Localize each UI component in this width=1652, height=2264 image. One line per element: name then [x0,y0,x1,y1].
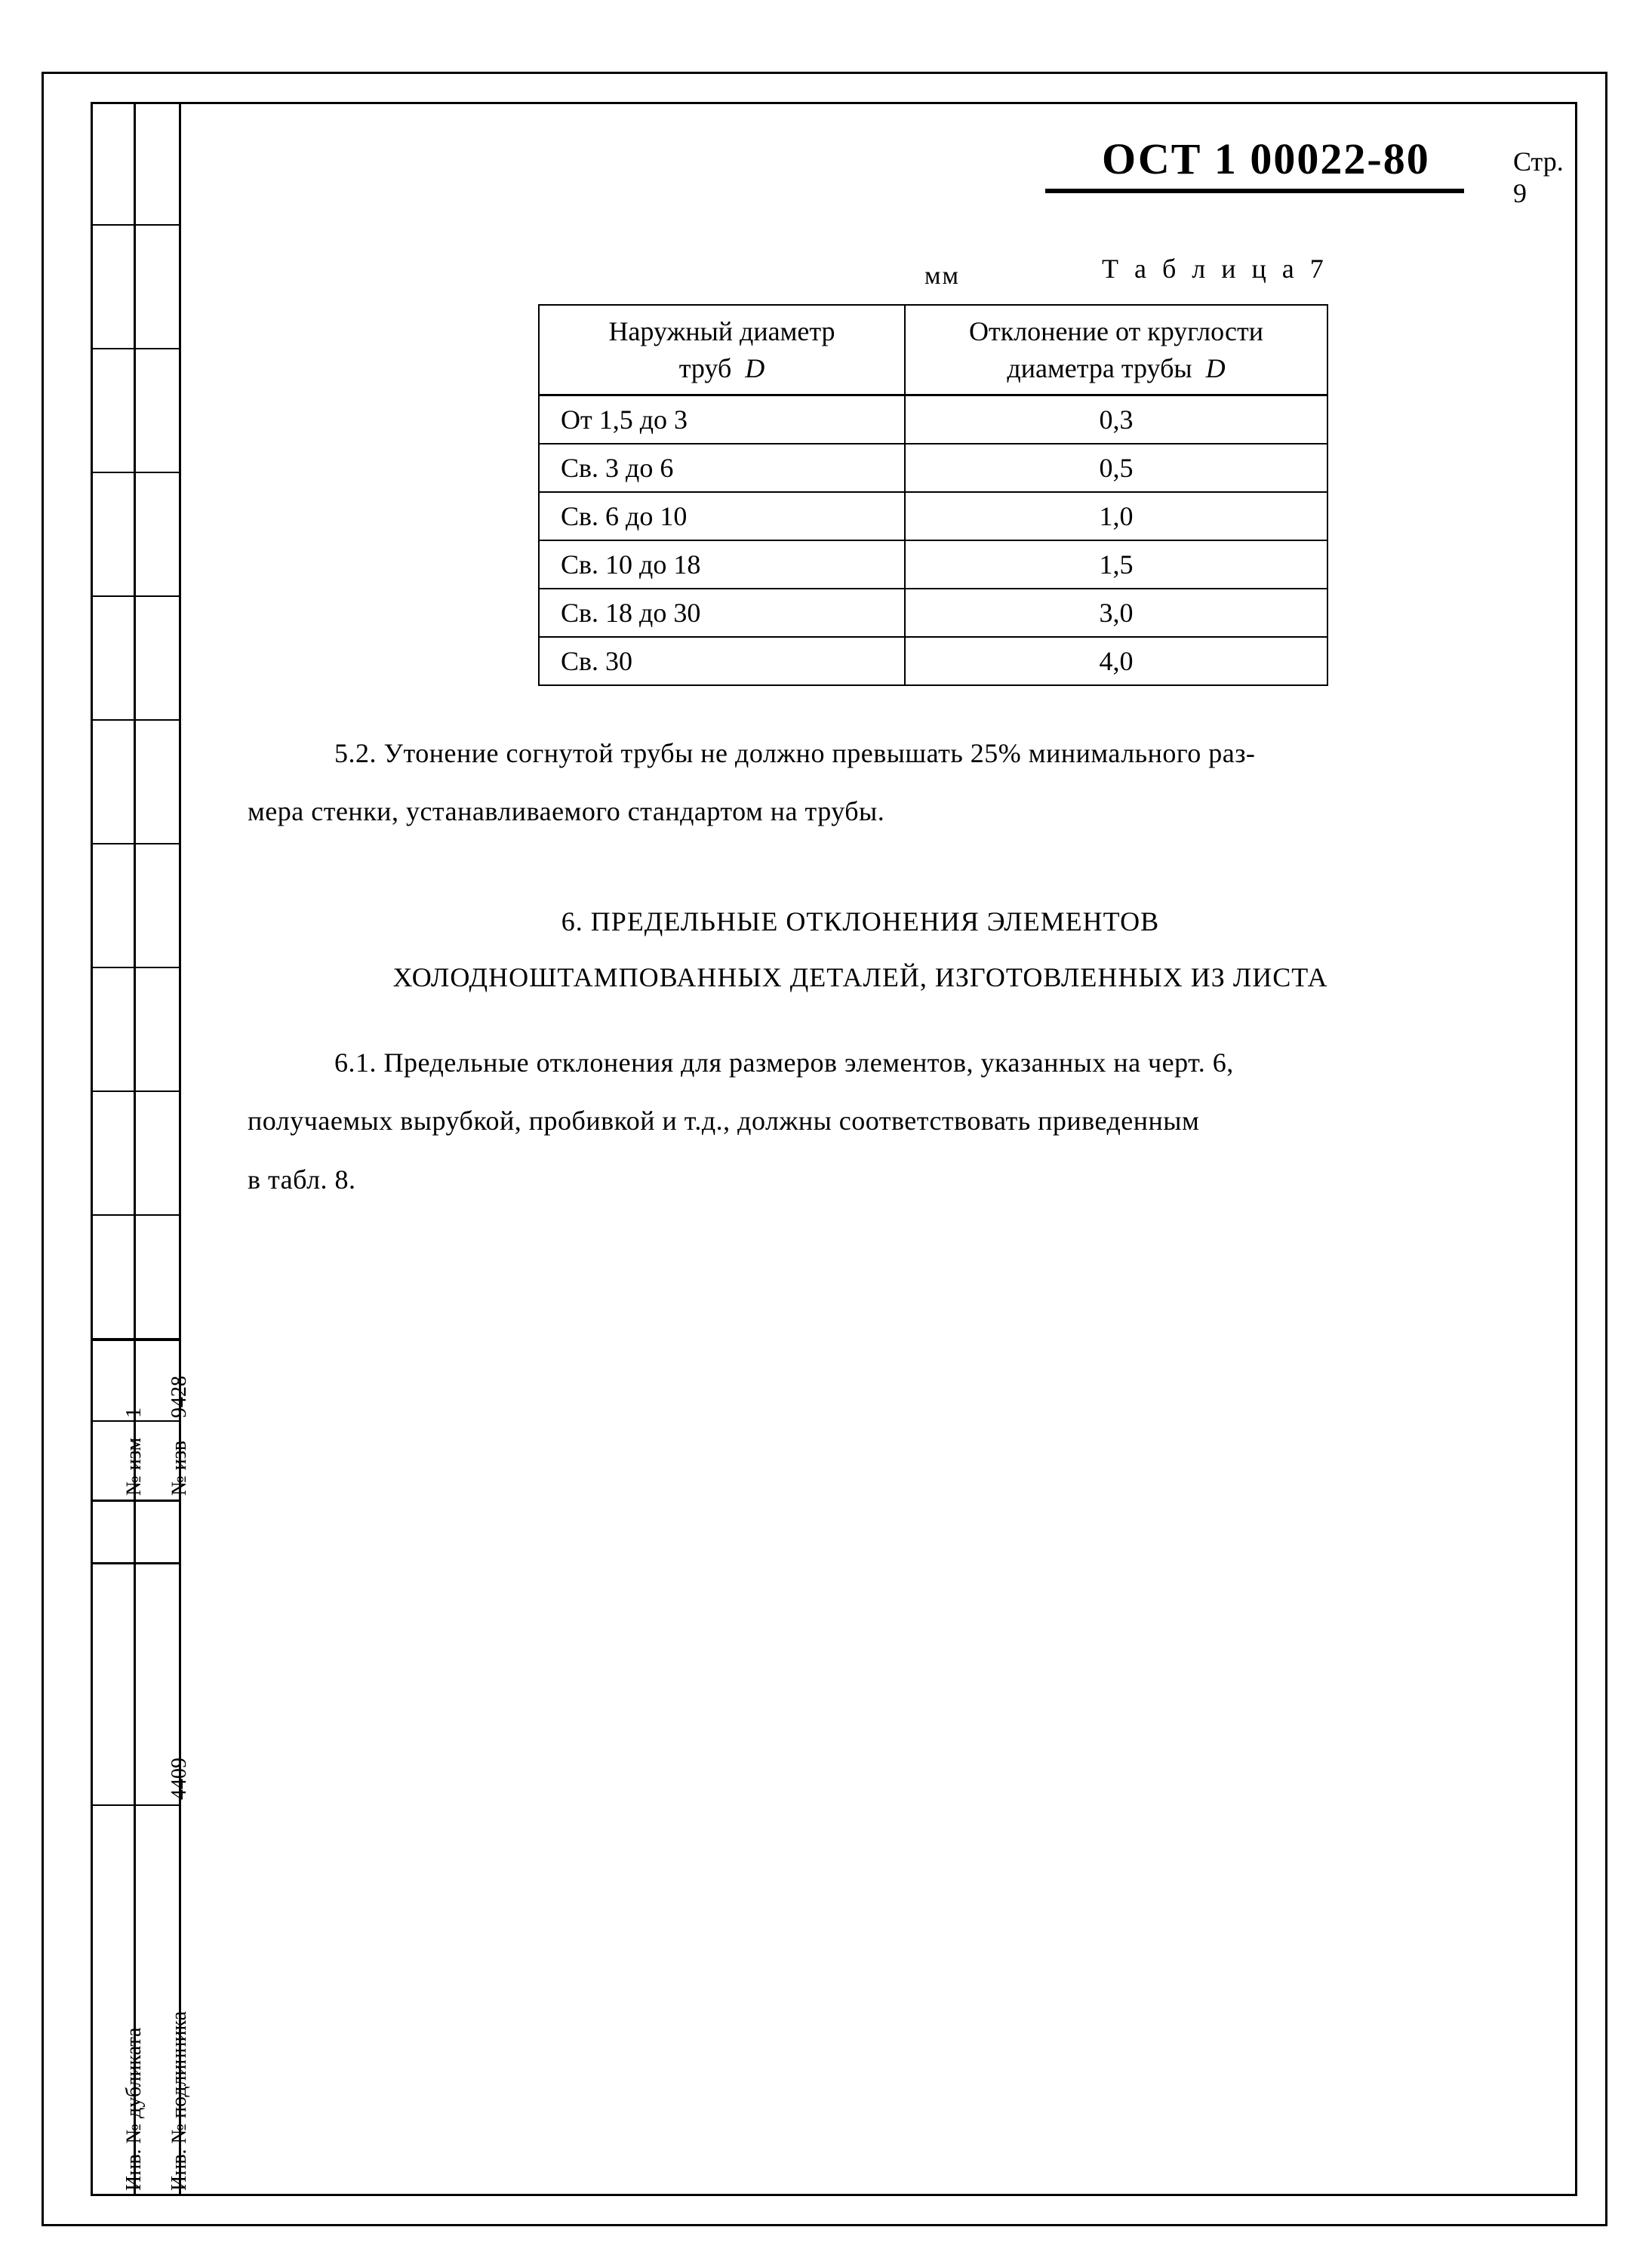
table-7: Наружный диаметр труб D Отклонение от кр… [538,304,1328,686]
cell-dev: 4,0 [905,637,1327,685]
cell-range: Св. 30 [539,637,905,685]
table-row: Св. 6 до 101,0 [539,492,1327,540]
section-6-heading: 6. ПРЕДЕЛЬНЫЕ ОТКЛОНЕНИЯ ЭЛЕМЕНТОВ ХОЛОД… [219,894,1502,1006]
table-number-label: Т а б л и ц а 7 [1102,253,1328,285]
cell-dev: 3,0 [905,589,1327,637]
table-row: Св. 304,0 [539,637,1327,685]
section-6-line1: 6. ПРЕДЕЛЬНЫЕ ОТКЛОНЕНИЯ ЭЛЕМЕНТОВ [561,906,1159,937]
cell-range: Св. 10 до 18 [539,540,905,589]
cell-dev: 1,0 [905,492,1327,540]
col1-header-line2: труб [679,353,732,383]
col2-header-line1: Отклонение от круглости [969,316,1263,346]
main-content: ОСТ 1 00022-80 Стр. 9 мм Т а б л и ц а 7… [181,102,1577,2196]
table-row: От 1,5 до 30,3 [539,395,1327,444]
table-row: Св. 10 до 181,5 [539,540,1327,589]
table-row: Св. 3 до 60,5 [539,444,1327,492]
col1-header-symbol: D [745,353,764,383]
section-6-line2: ХОЛОДНОШТАМПОВАННЫХ ДЕТАЛЕЙ, ИЗГОТОВЛЕНН… [393,962,1328,992]
cell-dev: 0,5 [905,444,1327,492]
col2-header-line2: диаметра трубы [1007,353,1192,383]
left-margin-upper-grid [91,102,181,1340]
col1-header-line1: Наружный диаметр [608,316,835,346]
para-5-2-line2: мера стенки, устанавливаемого стандартом… [248,796,884,826]
table-col2-header: Отклонение от круглости диаметра трубы D [905,305,1327,395]
cell-range: От 1,5 до 3 [539,395,905,444]
para-6-1-line3: в табл. 8. [248,1164,356,1195]
table-col1-header: Наружный диаметр труб D [539,305,905,395]
left-margin-lower-grid: Инв. № дубликата 4409 Инв. № подлинника [91,1562,181,2196]
left-margin-mid-grid: 1 № изм 9428 № изв [91,1340,181,1502]
cell-dev: 1,5 [905,540,1327,589]
page-number: Стр. 9 [1513,146,1577,209]
col2-header-symbol: D [1206,353,1226,383]
table-row: Св. 18 до 303,0 [539,589,1327,637]
cell-range: Св. 6 до 10 [539,492,905,540]
para-6-1-line1: 6.1. Предельные отклонения для размеров … [334,1047,1234,1078]
paragraph-5-2: 5.2. Утонение согнутой трубы не должно п… [248,724,1546,841]
table-unit-label: мм [924,262,960,291]
cell-dev: 0,3 [905,395,1327,444]
para-5-2-line1: 5.2. Утонение согнутой трубы не должно п… [334,738,1255,768]
header-underline [1045,189,1464,193]
document-code: ОСТ 1 00022-80 [1102,134,1430,184]
paragraph-6-1: 6.1. Предельные отклонения для размеров … [248,1034,1546,1209]
cell-range: Св. 3 до 6 [539,444,905,492]
cell-range: Св. 18 до 30 [539,589,905,637]
para-6-1-line2: получаемых вырубкой, пробивкой и т.д., д… [248,1106,1199,1136]
